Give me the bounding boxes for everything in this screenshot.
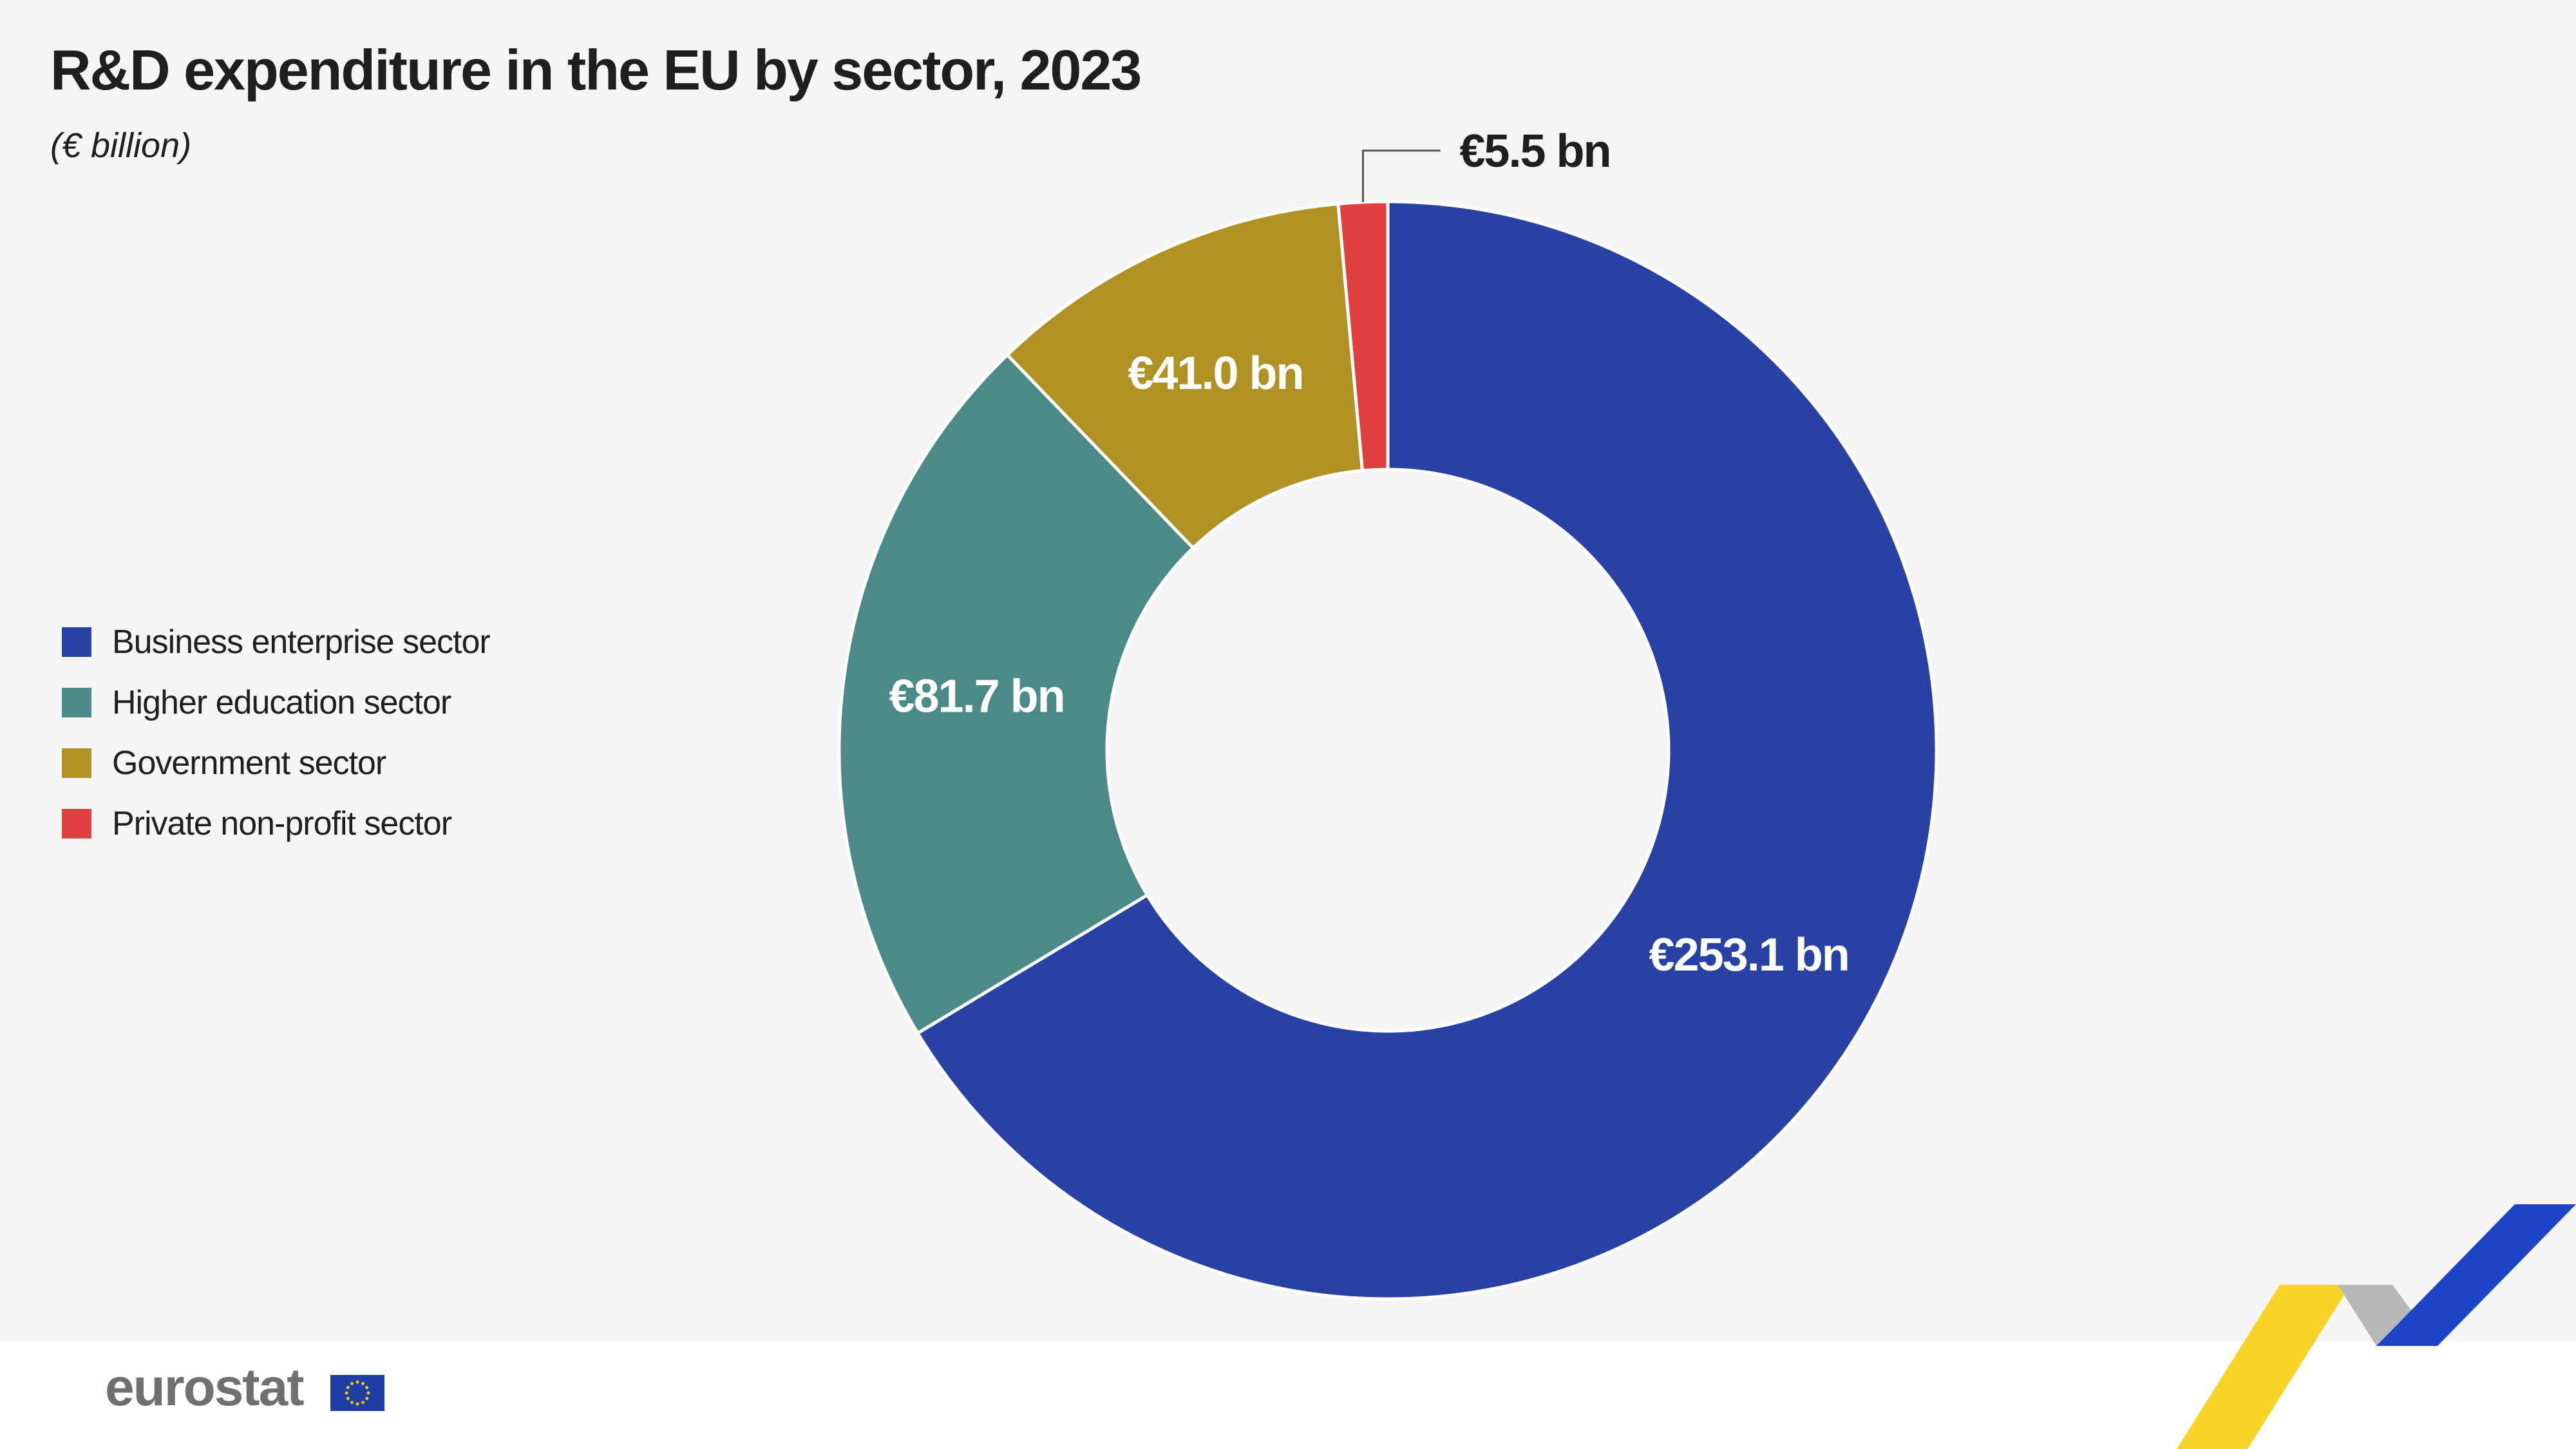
eurostat-logo[interactable]: eurostat bbox=[105, 1358, 305, 1417]
chart-subtitle: (€ billion) bbox=[50, 126, 192, 165]
chart-area: R&D expenditure in the EU by sector, 202… bbox=[50, 38, 1938, 1301]
legend-item: Business enterprise sector bbox=[62, 612, 491, 672]
legend-swatch bbox=[62, 748, 91, 778]
legend-swatch bbox=[62, 688, 91, 717]
legend-label: Higher education sector bbox=[112, 684, 451, 721]
legend-swatch bbox=[62, 627, 91, 657]
donut-slice[interactable] bbox=[837, 352, 1196, 1036]
flag-star bbox=[350, 1401, 354, 1405]
brand-ribbon-graphic bbox=[2177, 1204, 2576, 1449]
leader-line bbox=[1361, 149, 1441, 202]
slice-label: €41.0 bn bbox=[1128, 348, 1303, 399]
chart-title: R&D expenditure in the EU by sector, 202… bbox=[50, 38, 1142, 102]
flag-star bbox=[345, 1391, 348, 1395]
legend-item: Private non-profit sector bbox=[62, 793, 490, 854]
donut-slice[interactable] bbox=[915, 200, 1938, 1301]
legend: Business enterprise sector Higher educati… bbox=[62, 612, 491, 854]
eu-flag-icon bbox=[330, 1375, 384, 1411]
legend-swatch bbox=[62, 809, 91, 838]
flag-star bbox=[346, 1397, 350, 1400]
legend-label: Private non-profit sector bbox=[112, 805, 452, 842]
footer bbox=[0, 1341, 2576, 1449]
flag-star bbox=[350, 1381, 354, 1385]
legend-item: Government sector bbox=[62, 733, 490, 793]
legend-label: Business enterprise sector bbox=[112, 623, 491, 661]
flag-star bbox=[355, 1380, 359, 1384]
flag-star bbox=[365, 1386, 369, 1389]
slice-label: €5.5 bn bbox=[1459, 126, 1610, 177]
flag-star bbox=[361, 1381, 365, 1385]
slice-label: €253.1 bn bbox=[1649, 929, 1849, 981]
donut-slice[interactable] bbox=[1336, 200, 1390, 473]
legend-item: Higher education sector bbox=[62, 672, 490, 733]
flag-star bbox=[365, 1397, 369, 1400]
slice-label: €81.7 bn bbox=[889, 671, 1064, 723]
flag-star bbox=[361, 1401, 365, 1405]
flag-star bbox=[366, 1391, 370, 1395]
donut-chart: €253.1 bn €81.7 bn €41.0 bn €5.5 bn bbox=[837, 125, 1938, 1301]
flag-star bbox=[355, 1402, 359, 1406]
donut-slice[interactable] bbox=[1005, 202, 1365, 551]
legend-label: Government sector bbox=[112, 744, 386, 782]
flag-star bbox=[346, 1386, 350, 1389]
